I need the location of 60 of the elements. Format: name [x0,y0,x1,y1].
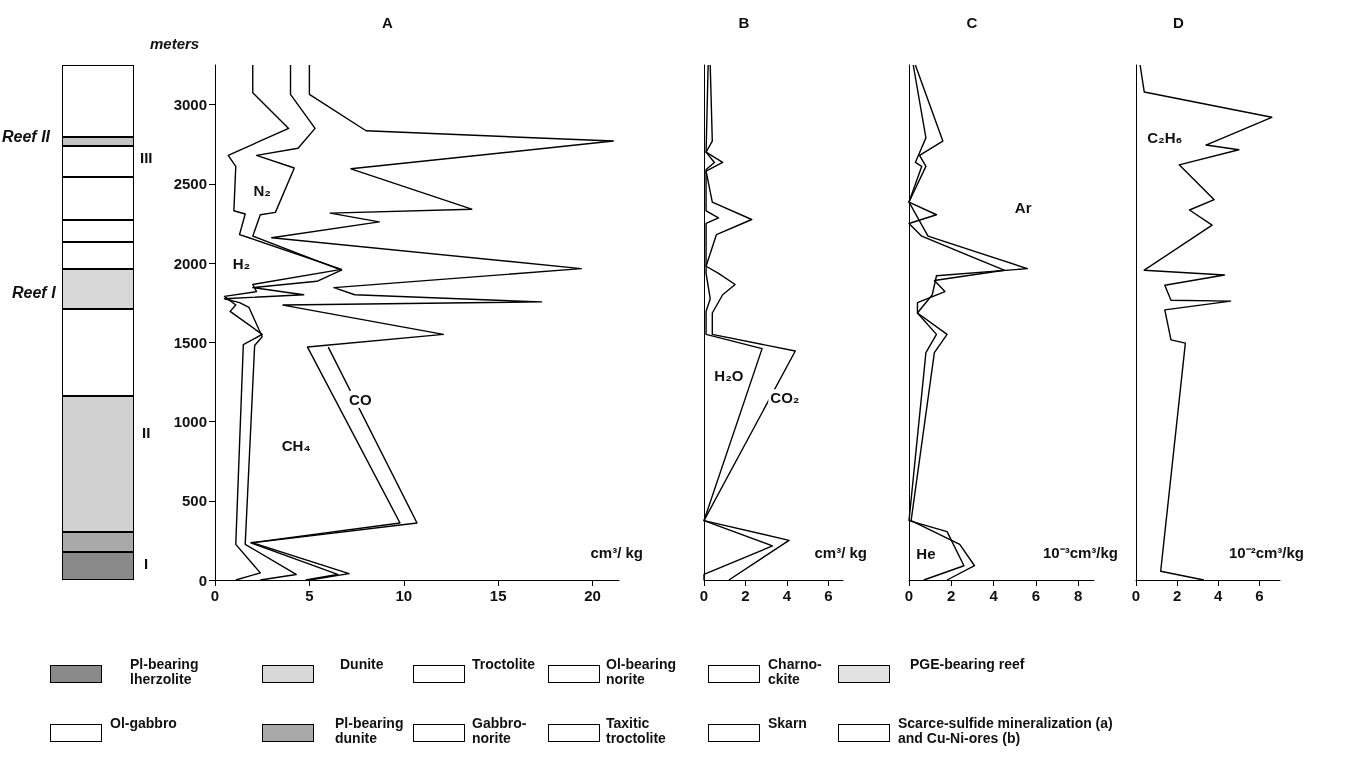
y-tick-label: 0 [198,571,207,589]
text: Reef II [2,127,51,145]
annotation: CO₂ [770,389,800,407]
text: I [144,555,149,572]
x-tick-label: 2 [947,587,956,604]
y-tick-label: 1000 [173,413,207,431]
y-tick-label: 500 [181,492,207,510]
x-tick-label: 6 [824,587,833,604]
text: Scarce-sulfide mineralization (a) and Cu-Ni-ores (b) [898,715,1113,746]
chart-title: D [1173,14,1184,31]
text: Pl-bearing dunite [335,715,404,746]
y-tick-label: 2000 [173,254,207,272]
x-tick-label: 2 [741,587,750,604]
x-tick-label: 6 [1255,587,1264,604]
x-tick-label: 4 [782,587,792,604]
x-axis-title: 10⁻²cm³/kg [1228,543,1304,561]
x-tick-label: 8 [1073,587,1083,604]
x-tick-label: 0 [210,587,220,604]
text: Taxitic troctolite [606,715,666,746]
x-axis-title: 10⁻³cm³/kg [1042,543,1118,561]
y-tick-label: 3000 [173,96,207,114]
annotation: CH₄ [281,436,311,454]
x-tick-label: 15 [489,587,507,604]
x-tick-label: 20 [584,587,601,604]
x-tick-label: 2 [1172,587,1182,604]
y-tick-label: 1500 [173,333,207,351]
chart-title: B [738,14,750,31]
y-tick-label: 2500 [173,175,207,193]
annotation: He [916,544,936,562]
x-axis-title: cm³/ kg [590,543,643,561]
text: Reef I [12,283,57,301]
text: III [140,149,153,166]
annotation: H₂ [232,254,251,272]
x-tick-label: 6 [1031,587,1041,604]
x-axis-title: cm³/ kg [814,543,867,561]
text: Ol-gabbro [110,715,177,731]
text: II [142,424,151,441]
x-tick-label: 4 [1214,587,1224,604]
y-axis-title: meters [150,35,200,52]
x-tick-label: 0 [699,587,709,604]
chart-title: C [966,14,978,31]
text: Charno- ckite [768,656,822,687]
text: Troctolite [472,656,536,672]
x-tick-label: 10 [395,587,413,604]
annotation: Ar [1014,199,1032,217]
text: Gabbro- norite [472,715,527,746]
annotation: CO [349,390,372,408]
chart-title: A [382,14,393,31]
text: Ol-bearing norite [606,656,677,687]
text: Skarn [768,715,807,731]
annotation: H₂O [714,367,744,385]
annotation: N₂ [253,181,271,199]
x-tick-label: 0 [904,587,914,604]
text: PGE-bearing reef [910,656,1025,672]
x-tick-label: 5 [305,587,314,604]
x-tick-label: 0 [1131,587,1141,604]
x-tick-label: 4 [989,587,999,604]
text: Dunite [340,656,384,672]
text: Pl-bearing lherzolite [130,656,199,687]
annotation: C₂H₆ [1147,129,1183,147]
